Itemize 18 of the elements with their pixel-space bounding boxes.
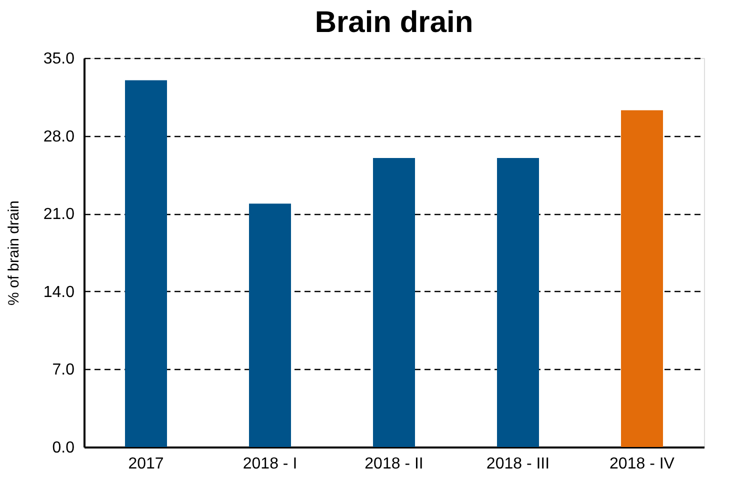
x-tick-label: 2018 - IV	[610, 456, 675, 472]
chart-title: Brain drain	[314, 6, 474, 39]
x-tick-label: 2018 - III	[486, 456, 550, 472]
bar	[249, 204, 291, 447]
bar	[621, 110, 663, 447]
bar	[373, 158, 415, 447]
x-tick-label: 2018 - I	[242, 456, 298, 472]
x-tick-label: 2018 - II	[364, 456, 424, 472]
y-axis-title: % of brain drain	[5, 200, 22, 306]
x-tick-label: 2017	[128, 456, 164, 472]
y-tick-label: 7.0	[52, 362, 75, 379]
bar	[497, 158, 539, 447]
y-tick-label: 28.0	[43, 128, 75, 146]
bar	[125, 80, 167, 447]
y-tick-label: 35.0	[43, 50, 75, 68]
y-tick-label: 0.0	[52, 440, 75, 456]
y-tick-label: 21.0	[43, 206, 75, 224]
y-tick-label: 14.0	[43, 284, 75, 301]
